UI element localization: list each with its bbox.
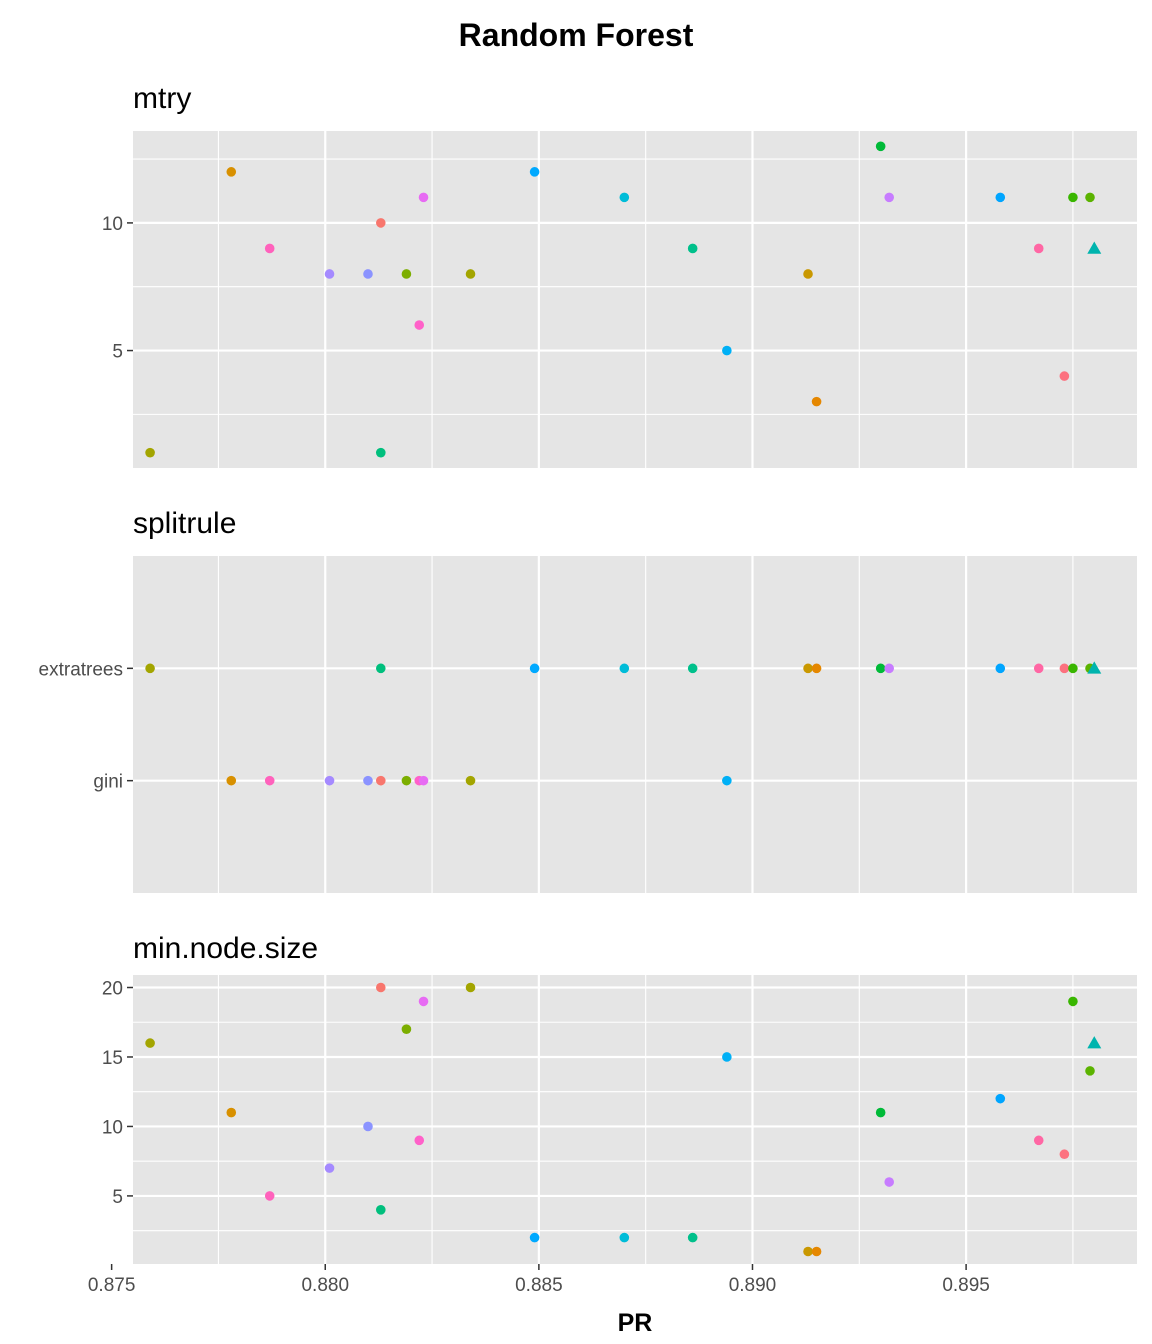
data-point: [363, 775, 373, 786]
data-point-triangle: [1087, 661, 1102, 674]
data-point: [619, 1232, 630, 1243]
data-point: [995, 663, 1006, 674]
data-point: [375, 218, 386, 228]
x-tick-label: 0.895: [942, 1275, 990, 1296]
data-point: [875, 1107, 886, 1118]
data-point: [145, 447, 155, 458]
data-point: [375, 982, 386, 993]
y-tick-label: gini: [93, 772, 123, 793]
data-point: [418, 775, 429, 786]
x-tick-label: 0.880: [301, 1275, 349, 1296]
data-point: [811, 1246, 822, 1257]
data-point: [995, 1093, 1006, 1104]
data-point: [465, 269, 476, 279]
y-tick-label: 5: [112, 1187, 123, 1208]
panel-mtry: 5 10: [102, 131, 1137, 468]
data-point: [875, 663, 886, 674]
data-point: [811, 396, 822, 407]
panel-background-min-node-size: [133, 975, 1137, 1264]
data-point: [811, 663, 822, 674]
y-tick-label: 5: [112, 342, 123, 363]
data-point: [803, 663, 813, 674]
data-point: [324, 1163, 335, 1173]
data-point: [414, 1135, 425, 1146]
data-point: [722, 345, 732, 356]
data-point: [363, 269, 373, 279]
data-point: [687, 1232, 698, 1243]
data-point: [375, 775, 386, 786]
data-point: [687, 243, 698, 254]
data-point: [1033, 663, 1044, 674]
facet-title-min-node-size: min.node.size: [133, 932, 318, 965]
data-point: [145, 1038, 155, 1048]
data-point: [1059, 1149, 1070, 1160]
data-point: [363, 1121, 373, 1132]
x-tick-label: 0.885: [515, 1275, 563, 1296]
data-point: [264, 1191, 275, 1201]
data-point: [1085, 192, 1095, 203]
x-axis: 0.875 0.880 0.885 0.890 0.895: [88, 1264, 990, 1296]
data-point: [995, 192, 1006, 203]
data-point: [401, 269, 412, 279]
panel-min-node-size: 5 10 15 20: [102, 975, 1137, 1264]
data-point: [619, 192, 630, 203]
data-point: [803, 1246, 813, 1257]
data-point: [465, 775, 476, 786]
data-point: [687, 663, 698, 674]
data-point: [1059, 371, 1070, 381]
data-point: [401, 775, 412, 786]
facet-title-mtry: mtry: [133, 82, 191, 115]
data-point: [375, 447, 386, 458]
data-point: [1059, 663, 1070, 674]
x-tick-label: 0.875: [88, 1275, 136, 1296]
chart-title: Random Forest: [459, 17, 694, 53]
data-point: [414, 320, 425, 330]
data-point: [619, 663, 630, 674]
data-point: [264, 243, 275, 254]
y-tick-label: extratrees: [39, 659, 123, 680]
data-point: [324, 269, 335, 279]
data-point: [226, 775, 237, 786]
data-point: [803, 269, 813, 279]
data-point: [722, 775, 732, 786]
data-point: [324, 775, 335, 786]
data-point: [375, 663, 386, 674]
data-point: [418, 996, 429, 1007]
data-point: [1033, 1135, 1044, 1146]
data-point: [1068, 996, 1078, 1007]
y-tick-label: 10: [102, 1117, 123, 1138]
y-tick-label: 15: [102, 1048, 123, 1069]
panel-background-mtry: [133, 131, 1137, 468]
data-point: [1068, 663, 1078, 674]
data-point: [401, 1024, 412, 1034]
data-point: [1068, 192, 1078, 203]
data-point: [418, 192, 429, 203]
x-tick-label: 0.890: [729, 1275, 777, 1296]
data-point: [884, 192, 895, 203]
x-axis-title: PR: [618, 1309, 653, 1337]
data-point: [529, 1232, 540, 1243]
data-point: [884, 663, 895, 674]
panel-background-splitrule: [133, 556, 1137, 893]
data-point: [226, 1107, 237, 1118]
facet-title-splitrule: splitrule: [133, 507, 236, 540]
data-point: [722, 1052, 732, 1062]
data-point: [529, 167, 540, 177]
data-point-triangle: [1087, 241, 1102, 254]
data-point: [375, 1205, 386, 1215]
data-point: [465, 982, 476, 993]
data-point-triangle: [1087, 1036, 1102, 1049]
data-point: [1033, 243, 1044, 254]
data-point: [226, 167, 237, 177]
data-point: [529, 663, 540, 674]
data-point: [1085, 1066, 1095, 1076]
data-point: [875, 141, 886, 152]
y-tick-label: 10: [102, 214, 123, 235]
data-point: [145, 663, 155, 674]
data-point: [264, 775, 275, 786]
y-tick-label: 20: [102, 979, 123, 1000]
panel-splitrule: extratrees gini: [39, 556, 1137, 893]
data-point: [884, 1177, 895, 1187]
